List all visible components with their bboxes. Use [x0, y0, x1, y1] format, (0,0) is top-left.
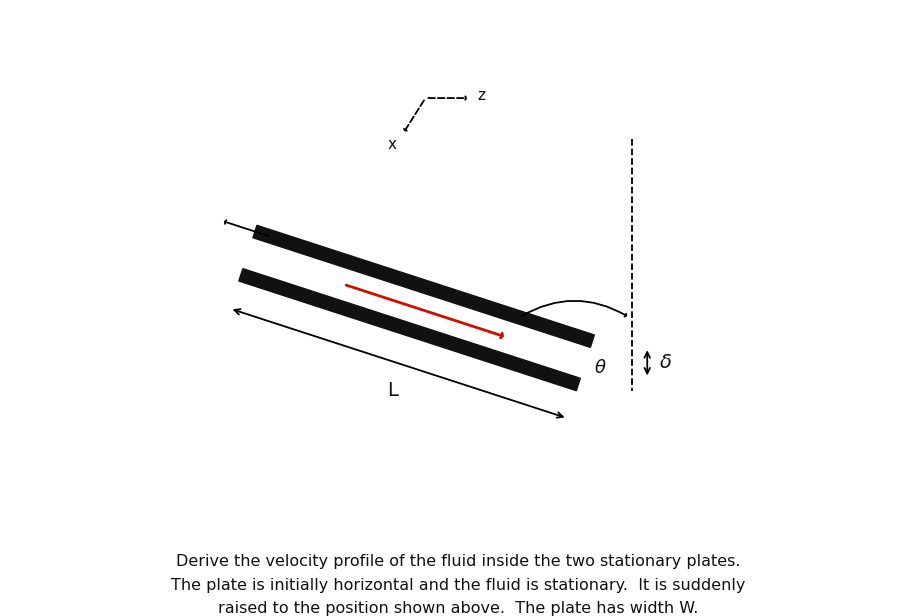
Text: L: L [387, 381, 398, 400]
Polygon shape [239, 269, 581, 391]
Text: δ: δ [660, 354, 672, 372]
Polygon shape [253, 225, 594, 347]
Text: x: x [387, 137, 397, 152]
Text: Derive the velocity profile of the fluid inside the two stationary plates.
The p: Derive the velocity profile of the fluid… [170, 554, 746, 616]
Text: θ: θ [594, 359, 605, 377]
Text: z: z [477, 87, 485, 103]
